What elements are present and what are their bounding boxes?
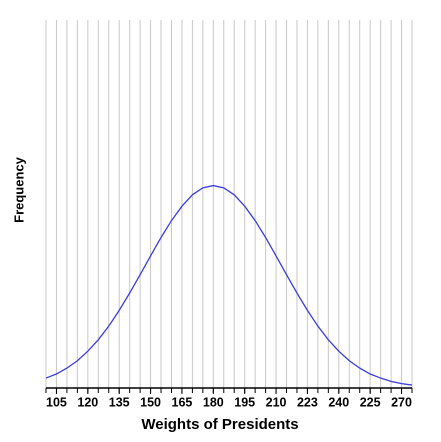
curve	[45, 184, 413, 386]
x-tick-label: 135	[109, 395, 130, 409]
x-tick-label: 105	[46, 395, 67, 409]
x-tick-label: 210	[266, 395, 287, 409]
x-tick-label: 150	[140, 395, 161, 409]
x-tick-label: 195	[234, 395, 255, 409]
x-tick-label: 223	[297, 395, 318, 409]
x-tick-label: 120	[77, 395, 98, 409]
x-tick-label: 240	[328, 395, 349, 409]
x-tick-label: 225	[360, 395, 381, 409]
x-tick-label: 165	[172, 395, 193, 409]
x-tick-label: 180	[203, 395, 224, 409]
y-axis-label: Frequency	[11, 156, 26, 223]
x-tick-label: 270	[391, 395, 412, 409]
x-axis-label: Weights of Presidents	[141, 416, 298, 433]
